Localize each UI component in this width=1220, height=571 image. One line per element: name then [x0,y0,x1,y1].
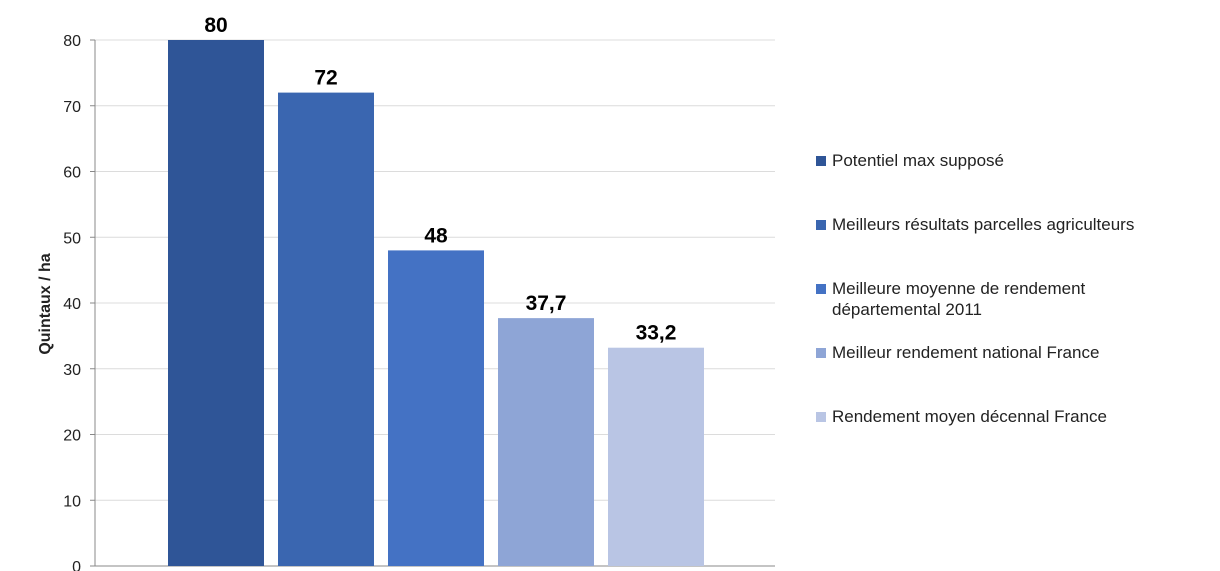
value-labels: 80 72 48 37,7 33,2 [204,14,676,345]
legend-label: Potentiel max supposé [832,151,1004,170]
y-tick-label: 10 [63,493,81,510]
y-tick-label: 60 [63,165,81,182]
bar-value-label: 37,7 [526,292,567,315]
legend-label: Meilleure moyenne de rendement départeme… [832,279,1086,319]
legend-swatch [816,156,826,166]
bar [608,347,704,566]
legend-label: Rendement moyen décennal France [832,407,1107,426]
y-tick-label: 20 [63,428,81,445]
legend-swatch [816,284,826,294]
legend-label: Meilleur rendement national France [832,343,1100,362]
legend-item: Meilleurs résultats parcelles agriculteu… [816,214,1134,235]
y-tick-label: 70 [63,99,81,116]
bar [388,250,484,566]
bar [498,318,594,566]
legend-item: Meilleure moyenne de rendement départeme… [816,278,1162,320]
y-tick-label: 80 [63,33,81,50]
legend-label: Meilleurs résultats parcelles agriculteu… [832,215,1135,234]
y-tick-label: 30 [63,362,81,379]
y-axis-label: Quintaux / ha [37,253,54,354]
y-tick-label: 40 [63,296,81,313]
bar-value-label: 72 [314,67,337,90]
y-tick-label: 50 [63,230,81,247]
bar [278,92,374,566]
legend-swatch [816,348,826,358]
bar-value-label: 33,2 [636,322,677,345]
bar-value-label: 80 [204,14,227,37]
bar-value-label: 48 [424,224,448,247]
bars [168,40,704,566]
legend-item: Rendement moyen décennal France [816,406,1107,427]
y-axis: 0 10 20 30 40 50 60 70 80 [63,33,96,571]
legend-swatch [816,412,826,422]
legend-item: Potentiel max supposé [816,150,1004,171]
bar [168,40,264,566]
legend-item: Meilleur rendement national France [816,342,1099,363]
legend-swatch [816,220,826,230]
y-tick-label: 0 [72,559,81,571]
